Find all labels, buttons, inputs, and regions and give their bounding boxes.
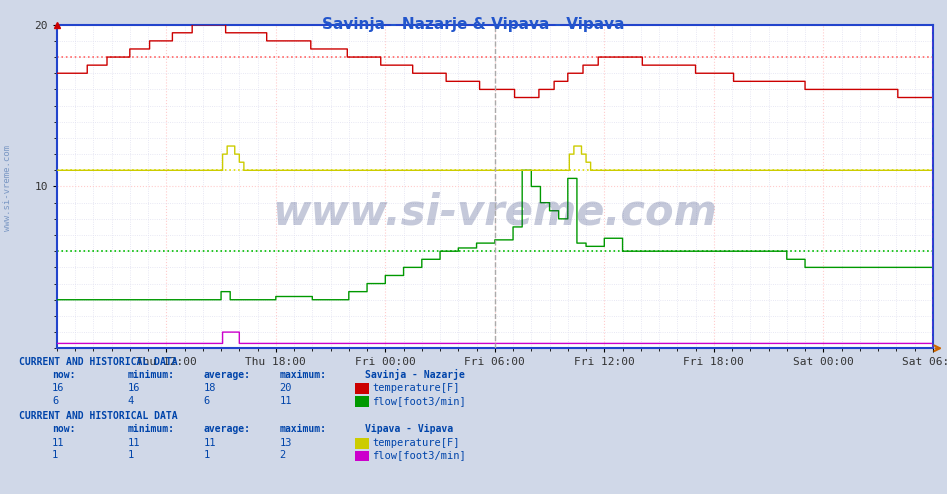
Text: 1: 1	[52, 451, 59, 460]
Text: 2: 2	[279, 451, 286, 460]
Text: 11: 11	[204, 438, 216, 448]
Text: 11: 11	[128, 438, 140, 448]
Text: 1: 1	[204, 451, 210, 460]
Text: minimum:: minimum:	[128, 424, 175, 434]
Text: 1: 1	[128, 451, 134, 460]
Text: 16: 16	[52, 383, 64, 393]
Text: 6: 6	[52, 396, 59, 406]
Text: maximum:: maximum:	[279, 424, 327, 434]
Text: CURRENT AND HISTORICAL DATA: CURRENT AND HISTORICAL DATA	[19, 411, 178, 421]
Text: 16: 16	[128, 383, 140, 393]
Text: now:: now:	[52, 424, 76, 434]
Text: 13: 13	[279, 438, 292, 448]
Text: Vipava - Vipava: Vipava - Vipava	[365, 424, 453, 434]
Text: average:: average:	[204, 424, 251, 434]
Text: www.si-vreme.com: www.si-vreme.com	[273, 191, 717, 233]
Text: CURRENT AND HISTORICAL DATA: CURRENT AND HISTORICAL DATA	[19, 357, 178, 367]
Text: 20: 20	[279, 383, 292, 393]
Text: minimum:: minimum:	[128, 370, 175, 380]
Text: Savinja - Nazarje: Savinja - Nazarje	[365, 369, 464, 380]
Text: average:: average:	[204, 370, 251, 380]
Text: flow[foot3/min]: flow[foot3/min]	[372, 451, 466, 460]
Text: 18: 18	[204, 383, 216, 393]
Text: 6: 6	[204, 396, 210, 406]
Text: temperature[F]: temperature[F]	[372, 438, 459, 448]
Text: maximum:: maximum:	[279, 370, 327, 380]
Text: 11: 11	[279, 396, 292, 406]
Text: now:: now:	[52, 370, 76, 380]
Text: temperature[F]: temperature[F]	[372, 383, 459, 393]
Text: Savinja - Nazarje & Vipava - Vipava: Savinja - Nazarje & Vipava - Vipava	[322, 17, 625, 32]
Text: www.si-vreme.com: www.si-vreme.com	[3, 145, 12, 231]
Text: 11: 11	[52, 438, 64, 448]
Text: 4: 4	[128, 396, 134, 406]
Text: flow[foot3/min]: flow[foot3/min]	[372, 396, 466, 406]
